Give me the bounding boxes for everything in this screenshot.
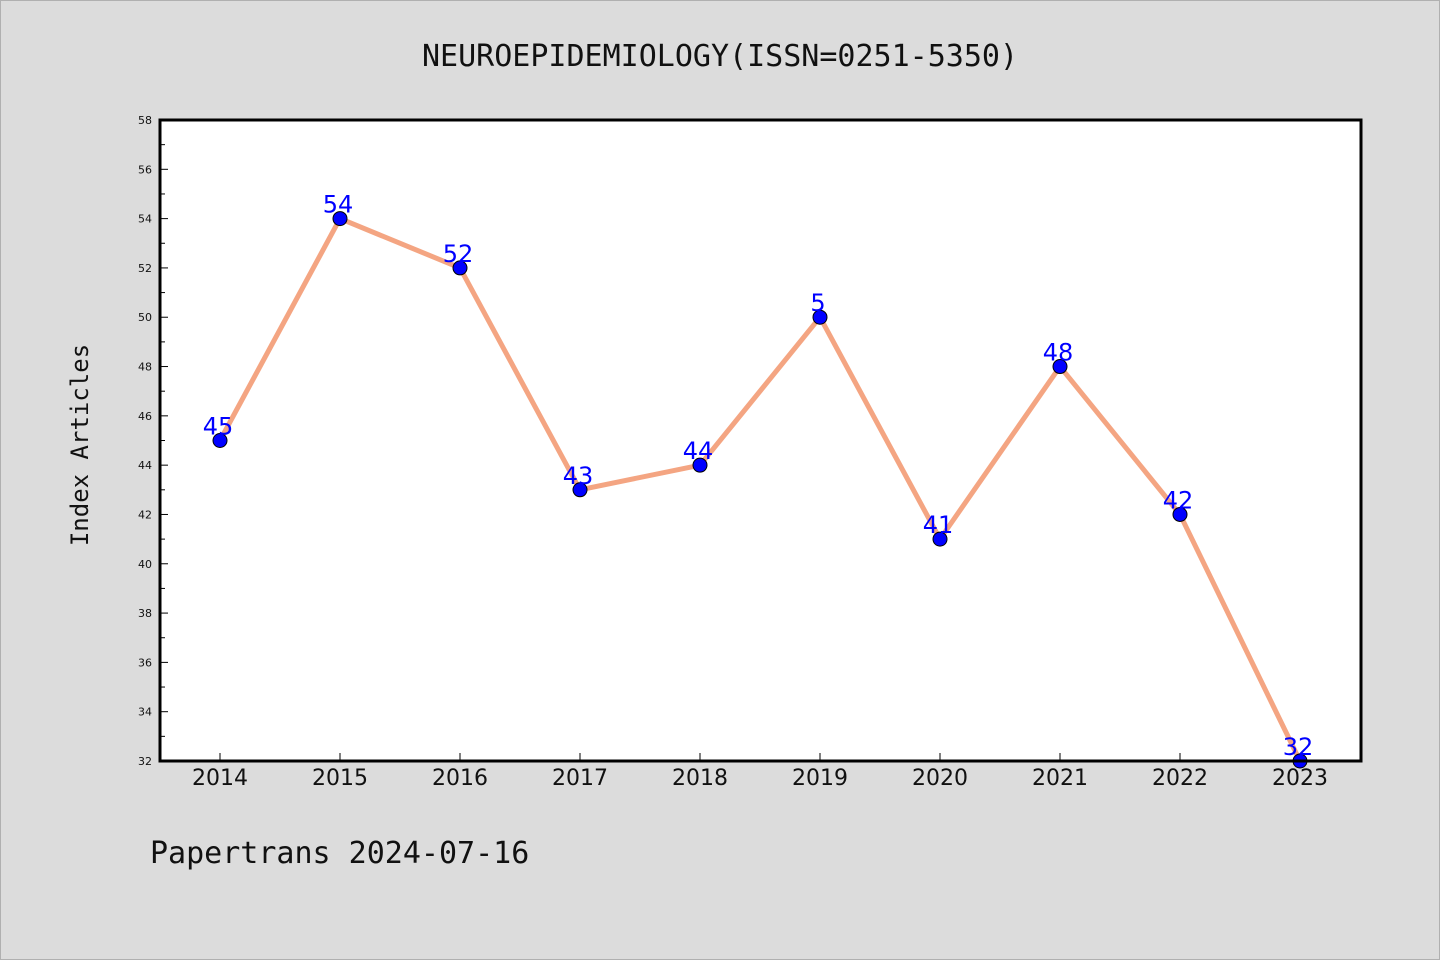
y-axis-title: Index Articles [66,344,94,546]
y-tick-label: 58 [138,114,152,127]
data-label: 43 [563,462,594,490]
x-tick-label: 2019 [792,766,848,791]
y-tick-label: 50 [138,311,152,324]
y-tick-label: 36 [138,656,152,669]
data-point [572,482,588,498]
x-tick-label: 2014 [192,766,248,791]
plot-frame [158,118,1363,763]
data-label: 54 [323,191,354,219]
data-label: 5 [810,289,825,317]
x-tick-label: 2016 [432,766,488,791]
footer-text: Papertrans 2024-07-16 [150,836,529,871]
data-label: 48 [1043,339,1074,367]
data-label: 52 [443,240,474,268]
y-tick-label: 44 [138,459,152,472]
data-point [1052,359,1068,375]
x-tick-label: 2017 [552,766,608,791]
data-label: 32 [1283,733,1314,761]
x-tick-label: 2021 [1032,766,1088,791]
y-tick-label: 32 [138,755,152,768]
y-tick-label: 40 [138,558,152,571]
y-tick-label: 42 [138,508,152,521]
data-point [212,433,228,448]
y-tick-label: 46 [138,410,152,423]
x-tick-label: 2015 [312,766,368,791]
series-line [217,216,1303,763]
data-point [332,211,348,227]
x-tick-label: 2020 [912,766,968,791]
data-label: 45 [203,413,234,441]
data-point [452,260,468,276]
y-tick-label: 56 [138,163,152,176]
x-axis: 2014 2015 2016 2017 2018 2019 2020 2021 2022 2023 [192,753,1328,791]
data-point [812,309,828,325]
data-markers [212,211,1308,769]
data-labels: 45 54 52 43 44 5 41 48 42 32 [203,191,1314,761]
y-tick-label: 54 [138,213,152,226]
y-tick-label: 48 [138,361,152,374]
x-tick-label: 2023 [1272,766,1328,791]
data-point [1172,506,1188,522]
y-tick-label: 34 [138,706,152,719]
data-label: 44 [683,437,714,465]
data-point [932,531,948,547]
x-tick-label: 2022 [1152,766,1208,791]
x-tick-label: 2018 [672,766,728,791]
y-tick-label: 52 [138,262,152,275]
data-point [692,457,708,473]
data-label: 41 [923,511,954,539]
chart-title: NEUROEPIDEMIOLOGY(ISSN=0251-5350) [422,39,1018,74]
data-label: 42 [1163,486,1194,514]
y-tick-label: 38 [138,607,152,620]
